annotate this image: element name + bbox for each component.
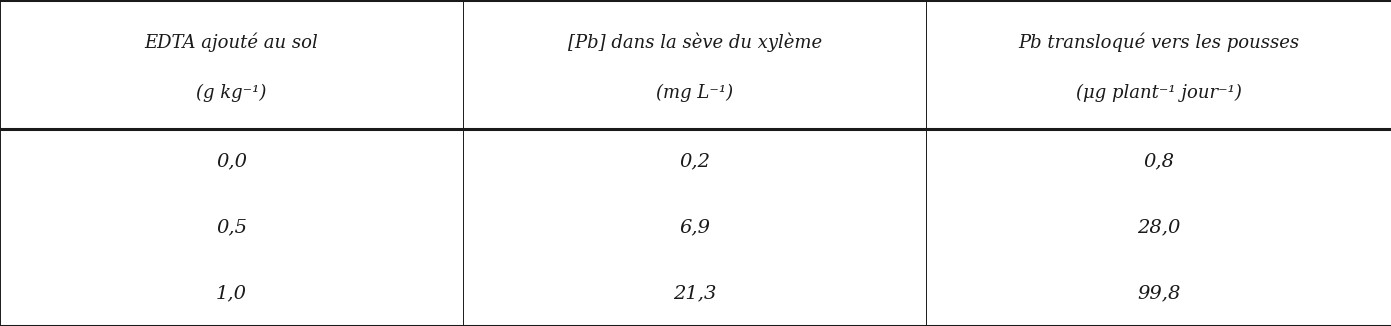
Text: 28,0: 28,0 [1136, 218, 1181, 236]
Text: [Pb] dans la sève du xylème: [Pb] dans la sève du xylème [568, 33, 822, 52]
Text: 0,5: 0,5 [216, 218, 248, 236]
Text: 21,3: 21,3 [673, 284, 716, 302]
Text: 99,8: 99,8 [1136, 284, 1181, 302]
Text: (g kg⁻¹): (g kg⁻¹) [196, 83, 267, 102]
Text: (μg plant⁻¹ jour⁻¹): (μg plant⁻¹ jour⁻¹) [1075, 83, 1242, 102]
Text: 6,9: 6,9 [679, 218, 711, 236]
Text: Pb transloqué vers les pousses: Pb transloqué vers les pousses [1018, 33, 1299, 52]
Text: (mg L⁻¹): (mg L⁻¹) [657, 83, 733, 102]
Text: EDTA ajouté au sol: EDTA ajouté au sol [145, 33, 319, 52]
Text: 0,0: 0,0 [216, 153, 248, 170]
Text: 0,8: 0,8 [1143, 153, 1174, 170]
Text: 0,2: 0,2 [679, 153, 711, 170]
Text: 1,0: 1,0 [216, 284, 248, 302]
